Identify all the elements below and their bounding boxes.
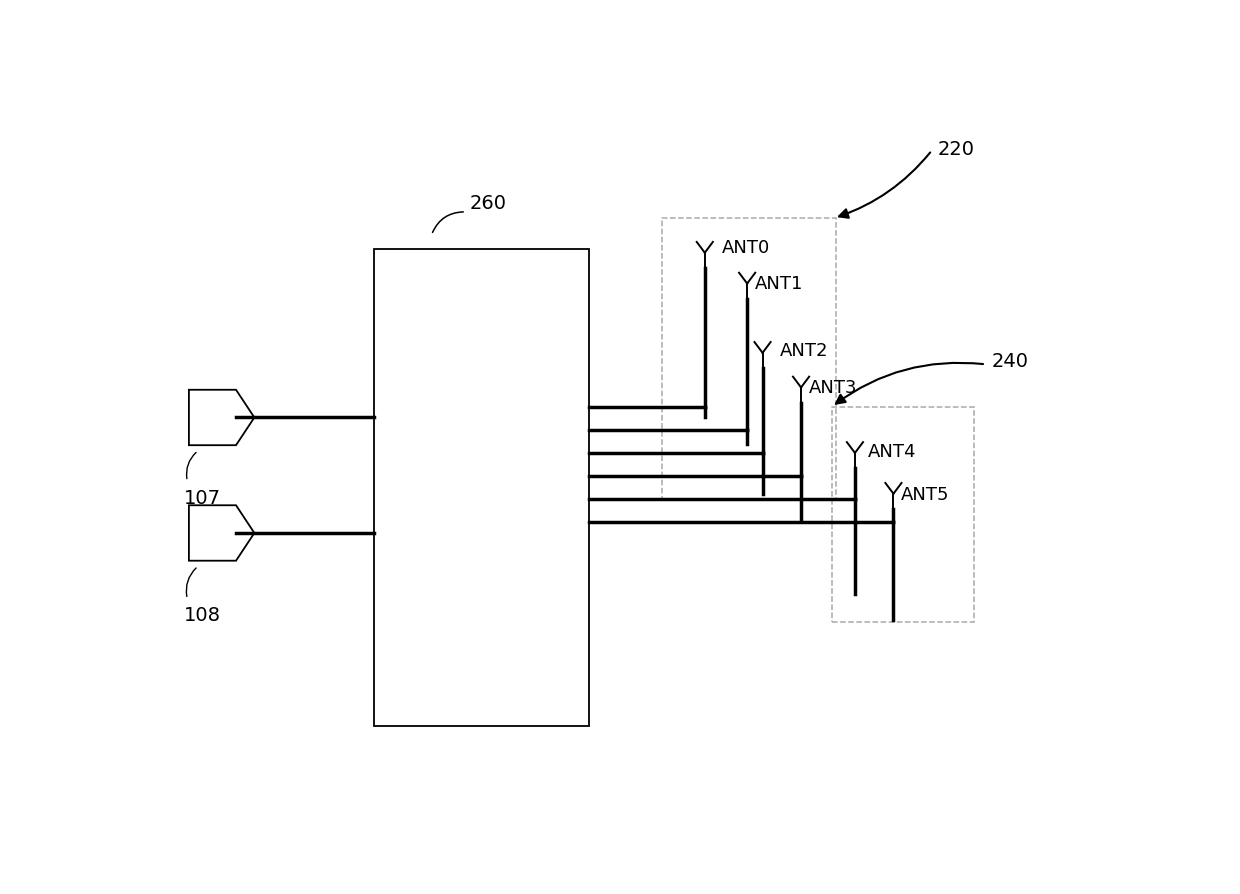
Text: ANT5: ANT5 xyxy=(901,485,950,503)
Text: 260: 260 xyxy=(470,194,507,213)
Bar xyxy=(662,219,836,500)
Text: 240: 240 xyxy=(992,351,1029,371)
Text: ANT2: ANT2 xyxy=(780,342,828,360)
Text: ANT1: ANT1 xyxy=(755,275,804,293)
Text: ANT0: ANT0 xyxy=(722,239,770,257)
Text: 220: 220 xyxy=(939,140,975,159)
Polygon shape xyxy=(188,391,254,446)
Text: 107: 107 xyxy=(184,488,221,507)
Text: 108: 108 xyxy=(184,605,221,625)
Polygon shape xyxy=(188,506,254,561)
Text: ANT3: ANT3 xyxy=(808,379,857,397)
Bar xyxy=(832,408,975,622)
Bar xyxy=(373,249,589,727)
Text: ANT4: ANT4 xyxy=(868,443,916,460)
